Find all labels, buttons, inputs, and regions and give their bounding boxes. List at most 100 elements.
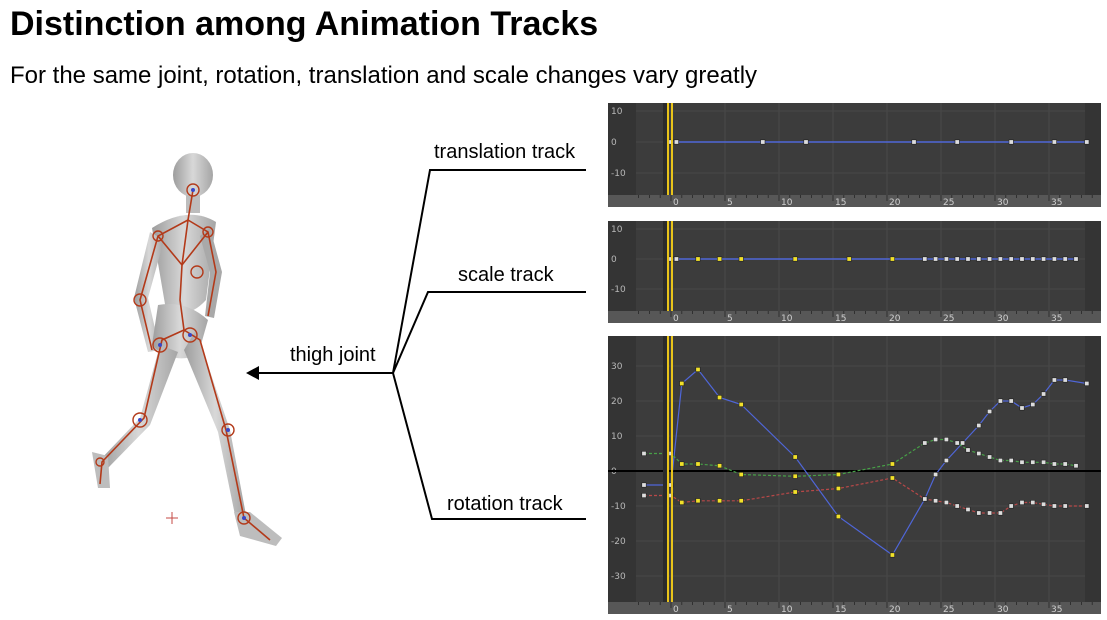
- keyframe[interactable]: [987, 510, 993, 516]
- keyframe[interactable]: [695, 461, 701, 467]
- keyframe[interactable]: [717, 463, 723, 469]
- keyframe[interactable]: [1030, 500, 1036, 506]
- keyframe[interactable]: [997, 458, 1003, 464]
- keyframe[interactable]: [1062, 461, 1068, 467]
- keyframe[interactable]: [1019, 459, 1025, 465]
- plot-background[interactable]: [608, 103, 1101, 195]
- keyframe[interactable]: [717, 498, 723, 504]
- keyframe[interactable]: [846, 256, 852, 262]
- keyframe[interactable]: [1062, 256, 1068, 262]
- keyframe[interactable]: [965, 447, 971, 453]
- keyframe[interactable]: [1008, 398, 1014, 404]
- keyframe[interactable]: [760, 139, 766, 145]
- keyframe[interactable]: [965, 507, 971, 513]
- keyframe[interactable]: [695, 498, 701, 504]
- keyframe[interactable]: [1051, 139, 1057, 145]
- keyframe[interactable]: [997, 510, 1003, 516]
- keyframe[interactable]: [1051, 461, 1057, 467]
- keyframe[interactable]: [835, 486, 841, 492]
- keyframe[interactable]: [1051, 256, 1057, 262]
- keyframe[interactable]: [954, 139, 960, 145]
- keyframe[interactable]: [679, 500, 685, 506]
- keyframe[interactable]: [922, 440, 928, 446]
- keyframe[interactable]: [673, 256, 679, 262]
- keyframe[interactable]: [1073, 256, 1079, 262]
- keyframe[interactable]: [922, 496, 928, 502]
- keyframe[interactable]: [1062, 503, 1068, 509]
- keyframe[interactable]: [1051, 377, 1057, 383]
- keyframe[interactable]: [1041, 501, 1047, 507]
- keyframe[interactable]: [1019, 405, 1025, 411]
- keyframe[interactable]: [889, 461, 895, 467]
- keyframe[interactable]: [803, 139, 809, 145]
- keyframe[interactable]: [954, 256, 960, 262]
- keyframe[interactable]: [889, 552, 895, 558]
- keyframe[interactable]: [738, 402, 744, 408]
- keyframe[interactable]: [1051, 503, 1057, 509]
- keyframe[interactable]: [673, 139, 679, 145]
- keyframe[interactable]: [717, 256, 723, 262]
- keyframe[interactable]: [1030, 459, 1036, 465]
- keyframe[interactable]: [1062, 377, 1068, 383]
- keyframe[interactable]: [1041, 256, 1047, 262]
- keyframe[interactable]: [987, 454, 993, 460]
- keyframe[interactable]: [889, 256, 895, 262]
- keyframe[interactable]: [1008, 139, 1014, 145]
- keyframe[interactable]: [1041, 459, 1047, 465]
- keyframe[interactable]: [1008, 458, 1014, 464]
- keyframe[interactable]: [965, 256, 971, 262]
- keyframe[interactable]: [679, 461, 685, 467]
- keyframe[interactable]: [679, 380, 685, 386]
- time-ruler[interactable]: [608, 311, 1101, 323]
- keyframe[interactable]: [738, 256, 744, 262]
- keyframe[interactable]: [641, 482, 647, 488]
- keyframe[interactable]: [1030, 256, 1036, 262]
- keyframe[interactable]: [943, 458, 949, 464]
- plot-background[interactable]: [608, 336, 1101, 602]
- keyframe[interactable]: [1084, 503, 1090, 509]
- keyframe[interactable]: [792, 489, 798, 495]
- keyframe[interactable]: [987, 409, 993, 415]
- keyframe[interactable]: [987, 256, 993, 262]
- keyframe[interactable]: [997, 256, 1003, 262]
- curve-2[interactable]: [644, 438, 1077, 477]
- keyframe[interactable]: [835, 472, 841, 478]
- translation-track-panel[interactable]: 10 0 -10 0 5 10 15 20 25 30 35: [608, 103, 1101, 207]
- keyframe[interactable]: [738, 472, 744, 478]
- keyframe[interactable]: [695, 256, 701, 262]
- keyframe[interactable]: [954, 503, 960, 509]
- keyframe[interactable]: [976, 510, 982, 516]
- keyframe[interactable]: [933, 472, 939, 478]
- keyframe[interactable]: [976, 256, 982, 262]
- keyframe[interactable]: [1008, 503, 1014, 509]
- keyframe[interactable]: [911, 139, 917, 145]
- keyframe[interactable]: [695, 366, 701, 372]
- time-ruler[interactable]: [608, 602, 1101, 614]
- keyframe[interactable]: [954, 440, 960, 446]
- keyframe[interactable]: [943, 256, 949, 262]
- keyframe[interactable]: [1084, 139, 1090, 145]
- keyframe[interactable]: [641, 451, 647, 457]
- scale-track-panel[interactable]: 10 0 -10 0 5 10 15 20 25 30 35: [608, 221, 1101, 323]
- keyframe[interactable]: [792, 256, 798, 262]
- keyframe[interactable]: [933, 437, 939, 443]
- keyframe[interactable]: [835, 514, 841, 520]
- keyframe[interactable]: [889, 475, 895, 481]
- keyframe[interactable]: [960, 440, 966, 446]
- keyframe[interactable]: [1041, 391, 1047, 397]
- keyframe[interactable]: [997, 398, 1003, 404]
- keyframe[interactable]: [641, 493, 647, 499]
- keyframe[interactable]: [1073, 463, 1079, 469]
- keyframe[interactable]: [792, 454, 798, 460]
- plot-background[interactable]: [608, 221, 1101, 311]
- keyframe[interactable]: [717, 394, 723, 400]
- keyframe[interactable]: [933, 256, 939, 262]
- keyframe[interactable]: [1019, 256, 1025, 262]
- keyframe[interactable]: [1030, 402, 1036, 408]
- keyframe[interactable]: [976, 423, 982, 429]
- keyframe[interactable]: [976, 451, 982, 457]
- keyframe[interactable]: [922, 256, 928, 262]
- time-ruler[interactable]: [608, 195, 1101, 207]
- keyframe[interactable]: [1008, 256, 1014, 262]
